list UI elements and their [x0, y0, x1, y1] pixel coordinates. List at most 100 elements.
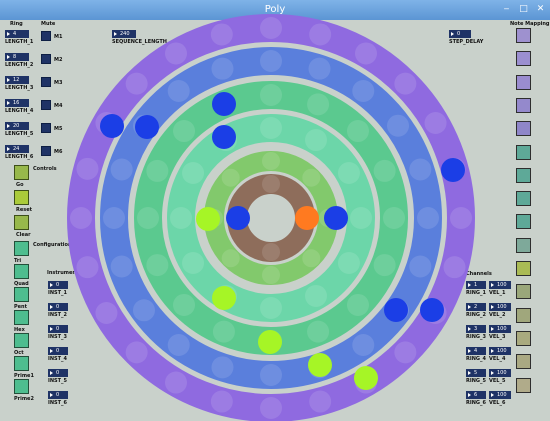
instrument-6-spinbox[interactable]: 0 — [48, 391, 68, 399]
velocity-3-label: VEL_3 — [489, 334, 506, 340]
spin-arrow-icon — [7, 31, 10, 36]
mute-1-toggle[interactable] — [41, 31, 51, 41]
config-tri-button[interactable] — [14, 241, 29, 256]
note-mapping-swatch[interactable] — [516, 214, 531, 230]
maximize-icon[interactable]: □ — [519, 4, 528, 14]
note-mapping-swatch[interactable] — [516, 354, 531, 370]
ring-4-step — [307, 93, 330, 116]
control-reset-button[interactable] — [14, 190, 29, 205]
title-bar: Poly ‒ □ ✕ — [0, 0, 550, 20]
channel-ring-5-spinbox[interactable]: 5 — [466, 369, 486, 377]
instrument-1-label: INST_1 — [48, 290, 68, 296]
note-mapping-swatch[interactable] — [516, 144, 531, 160]
velocity-6-spinbox[interactable]: 100 — [489, 391, 511, 399]
note-mapping-swatch[interactable] — [516, 261, 531, 276]
ring-length-2-spinbox[interactable]: 8 — [5, 53, 29, 61]
channel-ring-2-label: RING_2 — [466, 312, 486, 318]
spin-arrow-icon — [50, 282, 53, 287]
config-quad-button[interactable] — [14, 264, 29, 279]
control-reset-label: Reset — [16, 207, 32, 213]
ring-4-step — [307, 320, 330, 343]
ring-3-step — [170, 207, 192, 229]
ring-5-step — [352, 79, 375, 102]
spin-arrow-icon — [7, 77, 10, 82]
instrument-5-spinbox[interactable]: 0 — [48, 369, 68, 377]
config-quad-label: Quad — [14, 281, 29, 287]
velocity-2-spinbox[interactable]: 100 — [489, 303, 511, 311]
mute-6-toggle[interactable] — [41, 146, 51, 156]
mute-4-toggle[interactable] — [41, 100, 51, 110]
close-icon[interactable]: ✕ — [536, 4, 545, 14]
ring-5 — [100, 47, 442, 389]
note-mapping-swatch[interactable] — [516, 28, 531, 43]
control-clear-label: Clear — [16, 232, 31, 238]
instrument-6-label: INST_6 — [48, 400, 68, 406]
note-mapping-swatch[interactable] — [516, 377, 531, 393]
mute-2-toggle[interactable] — [41, 54, 51, 64]
config-hex-button[interactable] — [14, 310, 29, 325]
ring-length-5-spinbox[interactable]: 20 — [5, 122, 29, 130]
note-mapping-swatch[interactable] — [516, 191, 531, 207]
active-note-marker — [258, 330, 282, 354]
velocity-1-spinbox[interactable]: 100 — [489, 281, 511, 289]
ring-1-step — [262, 243, 280, 261]
config-oct-button[interactable] — [14, 333, 29, 348]
channel-ring-3-spinbox[interactable]: 3 — [466, 325, 486, 333]
ring-5-step — [387, 114, 410, 137]
active-note-marker — [384, 298, 408, 322]
active-note-marker — [441, 158, 465, 182]
velocity-5-spinbox[interactable]: 100 — [489, 369, 511, 377]
config-hex-label: Hex — [14, 327, 25, 333]
control-go-button[interactable] — [14, 165, 29, 180]
note-mapping-swatch[interactable] — [516, 51, 531, 67]
channel-ring-2-spinbox[interactable]: 2 — [466, 303, 486, 311]
ring-6-step — [443, 256, 466, 279]
ring-length-4-spinbox[interactable]: 16 — [5, 99, 29, 107]
sequence-length-spinbox[interactable]: 240 — [112, 30, 136, 38]
note-mapping-swatch[interactable] — [516, 307, 531, 323]
mute-3-label: M3 — [54, 80, 63, 86]
channel-ring-1-spinbox[interactable]: 1 — [466, 281, 486, 289]
step-delay-spinbox[interactable]: 0 — [449, 30, 471, 38]
ring-length-6-spinbox[interactable]: 24 — [5, 145, 29, 153]
instrument-3-spinbox[interactable]: 0 — [48, 325, 68, 333]
ring-6-step — [309, 23, 332, 46]
ring-length-3-spinbox[interactable]: 12 — [5, 76, 29, 84]
minimize-icon[interactable]: ‒ — [503, 4, 510, 14]
spin-arrow-icon — [7, 146, 10, 151]
note-mapping-swatch[interactable] — [516, 167, 531, 183]
ring-length-1-spinbox-value: 4 — [13, 31, 17, 37]
ring-length-6-spinbox-value: 24 — [13, 146, 20, 152]
channel-ring-6-spinbox[interactable]: 6 — [466, 391, 486, 399]
note-mapping-swatch[interactable] — [516, 121, 531, 137]
spin-arrow-icon — [491, 370, 494, 375]
config-prime1-button[interactable] — [14, 356, 29, 371]
ring-3-step — [350, 207, 372, 229]
spin-arrow-icon — [7, 100, 10, 105]
instrument-4-label: INST_4 — [48, 356, 68, 362]
ring-length-1-spinbox[interactable]: 4 — [5, 30, 29, 38]
ring-length-6-label: LENGTH_6 — [5, 154, 34, 160]
velocity-4-spinbox[interactable]: 100 — [489, 347, 511, 355]
mute-3-toggle[interactable] — [41, 77, 51, 87]
instrument-4-spinbox[interactable]: 0 — [48, 347, 68, 355]
config-prime2-button[interactable] — [14, 379, 29, 394]
note-mapping-swatch[interactable] — [516, 97, 531, 113]
instrument-1-spinbox[interactable]: 0 — [48, 281, 68, 289]
velocity-3-spinbox[interactable]: 100 — [489, 325, 511, 333]
ring-length-2-label: LENGTH_2 — [5, 62, 34, 68]
mute-5-toggle[interactable] — [41, 123, 51, 133]
ring-header: Ring — [10, 21, 23, 27]
instrument-2-spinbox[interactable]: 0 — [48, 303, 68, 311]
spin-arrow-icon — [50, 304, 53, 309]
ring-2-step — [262, 152, 280, 170]
note-mapping-swatch[interactable] — [516, 330, 531, 346]
note-mapping-swatch[interactable] — [516, 74, 531, 90]
control-clear-button[interactable] — [14, 215, 29, 230]
note-mapping-swatch[interactable] — [516, 284, 531, 300]
channel-ring-4-spinbox[interactable]: 4 — [466, 347, 486, 355]
config-pent-button[interactable] — [14, 287, 29, 302]
ring-6-step — [355, 42, 377, 65]
note-mapping-swatch[interactable] — [516, 237, 531, 253]
